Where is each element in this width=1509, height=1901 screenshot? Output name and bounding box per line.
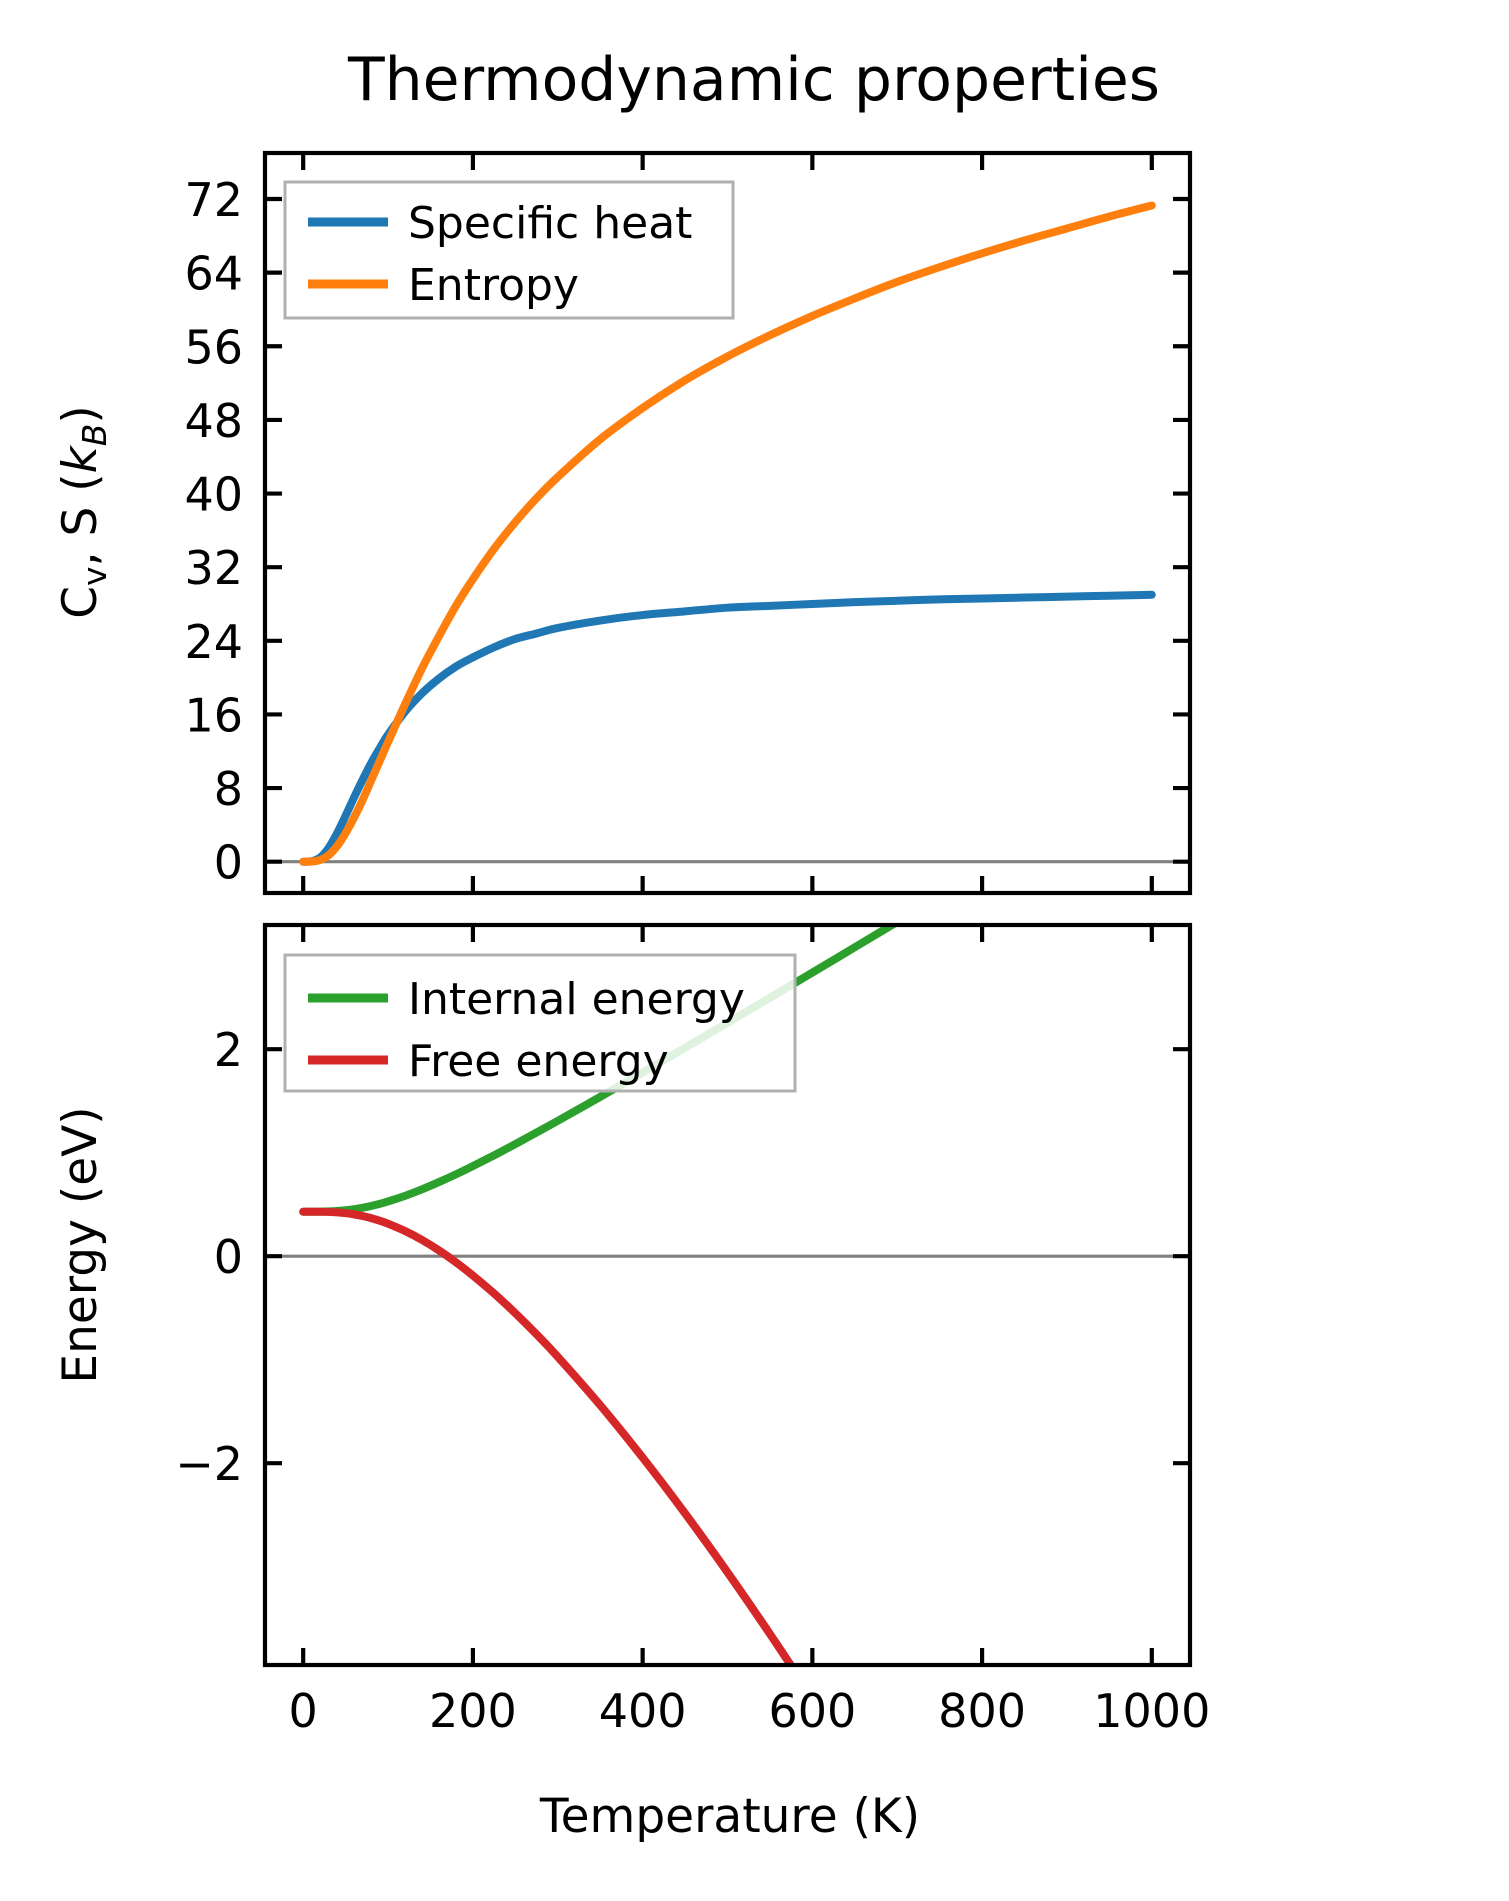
x-tick-label: 400 — [599, 1684, 687, 1738]
bottom-legend-box — [283, 953, 797, 1093]
bottom-panel: −2 0 2 0 200 400 600 800 1000 Energy (eV) Tempe… — [53, 922, 1211, 1844]
legend-label-free-energy: Free energy — [408, 1036, 669, 1087]
bottom-y-axis-label: Energy (eV) — [53, 1106, 108, 1383]
legend-label-specific-heat: Specific heat — [408, 198, 692, 249]
top-series-specific-heat — [299, 590, 1156, 866]
bottom-legend[interactable]: Internal energy Free energy — [283, 953, 797, 1093]
x-tick-label: 800 — [938, 1684, 1026, 1738]
top-y-tick-label: 16 — [184, 688, 243, 742]
x-tick-label: 200 — [429, 1684, 517, 1738]
bottom-x-tick-labels: 0 200 400 600 800 1000 — [289, 1684, 1211, 1738]
bottom-axes-spines — [262, 922, 1193, 1668]
top-series-group — [299, 201, 1156, 866]
legend-label-entropy: Entropy — [408, 260, 579, 311]
top-y-tick-label: 56 — [184, 320, 243, 374]
top-axes-spines — [262, 150, 1193, 896]
top-y-tick-label: 0 — [214, 836, 243, 890]
top-y-tick-label: 40 — [184, 468, 243, 522]
top-y-ticks — [265, 196, 1190, 864]
top-y-tick-label: 24 — [184, 615, 243, 669]
top-legend-box — [283, 180, 735, 320]
figure-title: Thermodynamic properties — [347, 45, 1160, 115]
top-x-ticks — [301, 153, 1154, 893]
top-legend[interactable]: Specific heat Entropy — [283, 180, 735, 320]
top-y-tick-label: 48 — [184, 394, 243, 448]
x-tick-label: 0 — [289, 1684, 318, 1738]
top-y-tick-label: 8 — [214, 762, 243, 816]
bottom-y-tick-label: 0 — [214, 1230, 243, 1284]
bottom-y-ticks — [265, 1047, 1190, 1466]
bottom-y-tick-labels: −2 0 2 — [175, 1023, 243, 1491]
top-panel: 0 8 16 24 32 40 48 56 64 72 Cv, S (kB) Specific h… — [53, 150, 1193, 896]
bottom-y-tick-label: 2 — [214, 1023, 243, 1077]
top-y-tick-label: 64 — [184, 247, 243, 301]
bottom-series-free-energy — [299, 1207, 796, 1665]
top-series-entropy — [299, 201, 1156, 866]
top-y-tick-labels: 0 8 16 24 32 40 48 56 64 72 — [184, 173, 243, 890]
top-y-tick-label: 72 — [184, 173, 243, 227]
bottom-series-group — [299, 925, 900, 1665]
top-y-axis-label: Cv, S (kB) — [53, 405, 114, 619]
top-y-tick-label: 32 — [184, 541, 243, 595]
x-tick-label: 600 — [768, 1684, 856, 1738]
x-tick-label: 1000 — [1093, 1684, 1210, 1738]
bottom-y-tick-label: −2 — [175, 1437, 243, 1491]
x-axis-label: Temperature (K) — [539, 1789, 920, 1844]
legend-label-internal-energy: Internal energy — [408, 974, 745, 1025]
bottom-x-ticks — [301, 925, 1154, 1665]
